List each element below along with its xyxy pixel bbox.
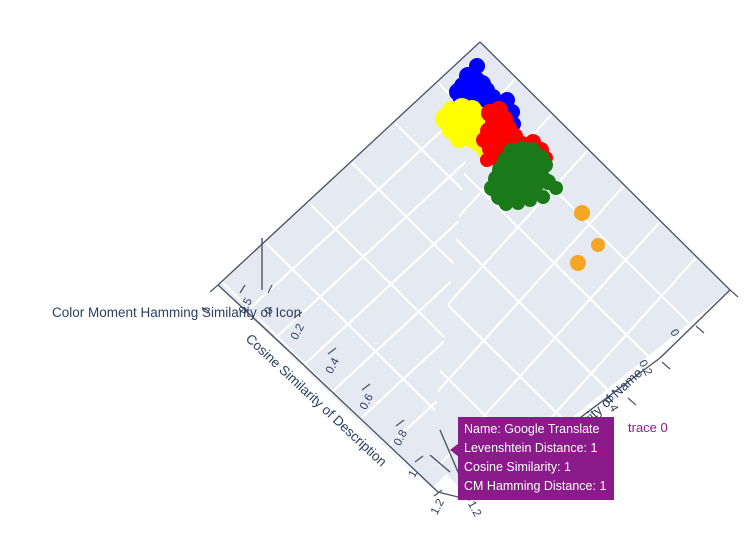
scatter-point-green[interactable] [511,196,525,210]
scatter-point-orange[interactable] [570,255,586,271]
hover-tooltip: Name: Google Translate Levenshtein Dista… [458,417,615,500]
tooltip-pointer-icon [450,443,459,457]
tooltip-line-name: Name: Google Translate [464,422,600,436]
scatter-point-red[interactable] [480,153,494,167]
scatter-point-green[interactable] [536,190,550,204]
scatter-point-orange[interactable] [591,238,605,252]
tooltip-line-hamming: CM Hamming Distance: 1 [464,479,607,493]
axis-lines [217,41,731,501]
scatter-point-green[interactable] [499,197,513,211]
scatter-points[interactable] [435,58,605,271]
tooltip-line-lev: Levenshtein Distance: 1 [464,441,598,455]
z-axis-title: Color Moment Hamming Similarity of Icon [52,305,302,320]
scatter-point-green[interactable] [549,181,563,195]
tooltip-line-cosine: Cosine Similarity: 1 [464,460,571,474]
trace-legend-label[interactable]: trace 0 [628,420,668,435]
scatter-point-green[interactable] [523,193,537,207]
scatter-point-orange[interactable] [574,205,590,221]
